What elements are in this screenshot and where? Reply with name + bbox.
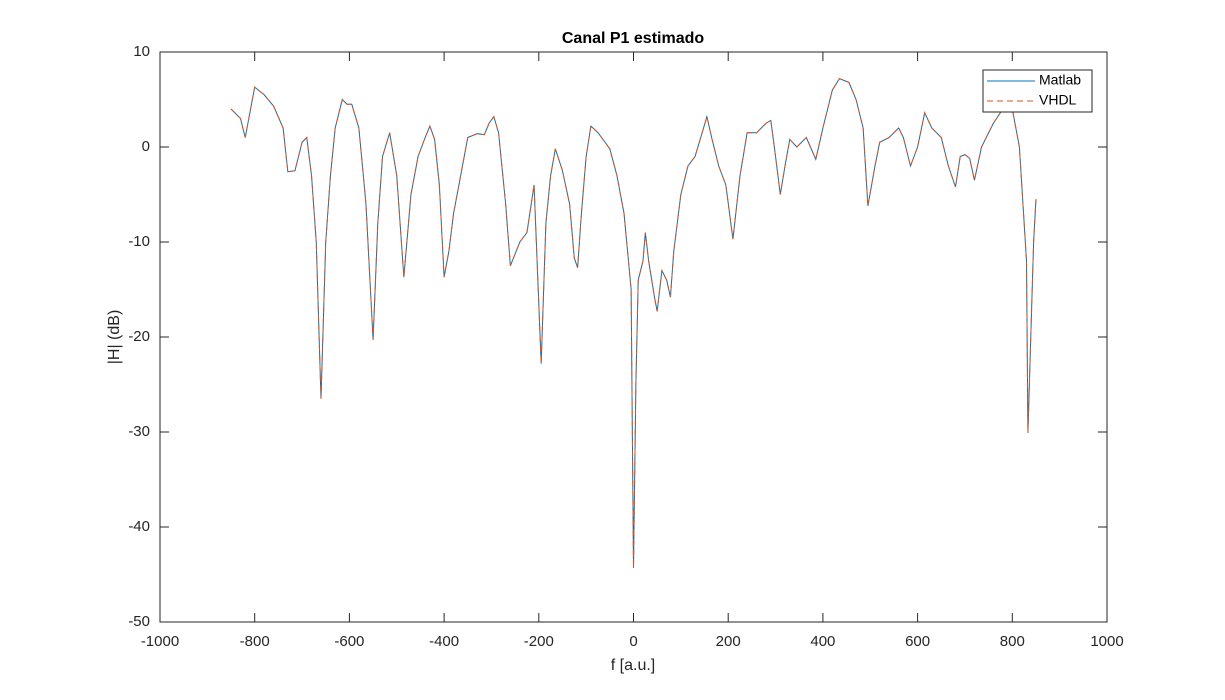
y-tick-label: 0 [142, 138, 150, 155]
x-tick-label: -600 [334, 633, 364, 650]
x-tick-label: 1000 [1090, 633, 1123, 650]
x-axis-label: f [a.u.] [611, 657, 655, 674]
x-tick-label: 0 [629, 633, 637, 650]
y-tick-label: -10 [128, 233, 150, 250]
legend-label: VHDL [1039, 92, 1077, 108]
y-tick-label: -40 [128, 518, 150, 535]
x-tick-label: -400 [429, 633, 459, 650]
series-line [230, 77, 1037, 568]
x-tick-label: -1000 [141, 633, 179, 650]
legend-box [982, 69, 1093, 113]
chart-title: Canal P1 estimado [562, 30, 705, 47]
y-tick-label: -20 [128, 328, 150, 345]
x-tick-label: -800 [240, 633, 270, 650]
y-axis-label: |H| (dB) [106, 310, 123, 365]
x-tick-label: 200 [716, 633, 741, 650]
x-tick-label: 800 [1000, 633, 1025, 650]
y-tick-label: -50 [128, 613, 150, 630]
legend-label: Matlab [1039, 72, 1081, 88]
y-tick-label: 10 [133, 43, 150, 60]
y-tick-label: -30 [128, 423, 150, 440]
x-tick-label: 600 [905, 633, 930, 650]
x-tick-label: -200 [524, 633, 554, 650]
x-tick-label: 400 [810, 633, 835, 650]
